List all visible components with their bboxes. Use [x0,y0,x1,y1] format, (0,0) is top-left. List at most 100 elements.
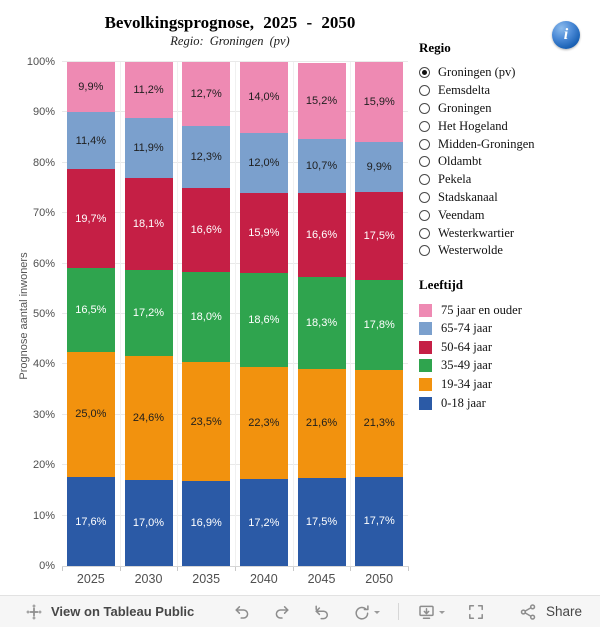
redo-button[interactable] [273,603,291,621]
bar-segment[interactable]: 24,6% [124,356,173,481]
bar-value-label: 17,6% [75,515,107,528]
bar-value-label: 9,9% [366,160,392,173]
bar-segment[interactable]: 15,9% [355,62,404,143]
y-tick-label: 100% [26,56,55,68]
legend-title: Leeftijd [419,276,464,292]
bar-segment[interactable]: 12,3% [182,126,231,189]
radio-option[interactable]: Het Hogeland [419,117,597,135]
bar-value-label: 24,6% [132,412,165,425]
info-button[interactable]: i [552,21,580,49]
bar-segment[interactable]: 21,6% [297,368,346,478]
bar-segment[interactable]: 9,9% [66,62,115,112]
radio-option[interactable]: Oldambt [419,153,597,171]
axis-tick [177,567,179,571]
bar-segment[interactable]: 17,5% [355,191,404,280]
bar-2025: 17,6% 25,0% 16,5% 19,7% 11,4% 9,9% [66,62,115,566]
radio-option-label: Westerwolde [438,243,503,258]
download-button[interactable] [417,603,446,621]
fullscreen-button[interactable] [467,603,485,621]
bar-segment[interactable]: 23,5% [182,362,231,481]
radio-option[interactable]: Pekela [419,171,597,189]
radio-option[interactable]: Midden-Groningen [419,135,597,153]
bar-segment[interactable]: 16,6% [297,193,346,277]
bar-segment[interactable]: 16,5% [66,268,115,352]
bar-segment[interactable]: 18,3% [297,276,346,369]
bar-value-label: 12,7% [190,88,222,101]
revert-button[interactable] [313,603,331,621]
bar-segment[interactable]: 19,7% [66,169,115,269]
bar-segment[interactable]: 17,5% [297,477,346,566]
bar-value-label: 21,6% [305,417,338,430]
x-axis-label: 2025 [76,572,105,586]
legend-item-label: 35-49 jaar [441,358,493,373]
radio-option[interactable]: Westerwolde [419,242,597,260]
legend-item[interactable]: 35-49 jaar [419,357,597,376]
bar-segment[interactable]: 16,9% [182,480,231,566]
bar-segment[interactable]: 18,1% [124,178,173,270]
tableau-logo-icon[interactable] [26,603,42,620]
legend-item[interactable]: 65-74 jaar [419,319,597,338]
legend-item[interactable]: 19-34 jaar [419,375,597,394]
x-axis-label: 2030 [134,572,163,586]
bar-value-label: 14,0% [248,91,280,104]
legend-swatch [419,303,432,317]
gridline-vertical [119,62,121,566]
legend-item[interactable]: 0-18 jaar [419,394,597,413]
gridline-vertical [177,62,179,566]
bar-segment[interactable]: 15,9% [239,193,288,274]
radio-option-label: Eemsdelta [438,83,491,98]
bar-segment[interactable]: 12,7% [182,62,231,127]
legend-swatch [419,377,432,391]
bar-value-label: 16,9% [190,517,222,530]
y-axis: 0% 10% 20% 30% 40% 50% 60% 70% 80% 90% 100% [0,56,55,572]
bar-segment[interactable]: 14,0% [239,62,288,133]
bar-segment[interactable]: 25,0% [66,351,115,478]
radio-option[interactable]: Groningen (pv) [419,64,597,82]
bar-segment[interactable]: 15,2% [297,62,346,140]
y-tick-label: 90% [32,106,55,119]
undo-button[interactable] [233,603,251,621]
view-on-tableau-public-link[interactable]: View on Tableau Public [51,604,195,619]
bar-segment[interactable]: 16,6% [182,188,231,272]
refresh-button[interactable] [353,603,381,621]
radio-option[interactable]: Westerkwartier [419,224,597,242]
legend-item-label: 19-34 jaar [441,376,493,391]
bar-segment[interactable]: 9,9% [355,142,404,192]
bar-segment[interactable]: 17,7% [355,476,404,566]
radio-option[interactable]: Groningen [419,100,597,118]
bar-segment[interactable]: 17,2% [124,269,173,357]
undo-icon [235,605,249,619]
bar-segment[interactable]: 12,0% [239,132,288,194]
bar-segment[interactable]: 18,0% [182,271,231,363]
bar-segment[interactable]: 17,8% [355,280,404,370]
radio-icon [419,227,430,239]
y-tick-label: 50% [32,308,55,320]
bar-segment[interactable]: 11,9% [124,118,173,179]
y-tick-label: 60% [32,257,55,270]
bar-segment[interactable]: 21,3% [355,369,404,477]
bar-segment[interactable]: 17,6% [66,477,115,566]
legend-item[interactable]: 50-64 jaar [419,338,597,357]
bar-segment[interactable]: 22,3% [239,366,288,480]
legend-swatch [419,359,432,373]
share-button[interactable]: Share [519,603,582,621]
radio-option[interactable]: Eemsdelta [419,82,597,100]
bar-segment[interactable]: 11,4% [66,111,115,170]
bar-segment[interactable]: 17,0% [124,480,173,566]
legend-swatch [419,340,432,354]
bar-value-label: 17,7% [363,515,395,528]
y-tick-label: 30% [32,408,55,421]
legend-item-label: 0-18 jaar [441,395,486,410]
radio-option-label: Veendam [438,207,485,222]
radio-option[interactable]: Veendam [419,206,597,224]
bar-value-label: 11,4% [75,134,107,147]
bar-segment[interactable]: 18,6% [239,273,288,367]
download-icon [419,605,435,619]
radio-option-label: Het Hogeland [438,118,508,133]
radio-option[interactable]: Stadskanaal [419,189,597,207]
legend-item[interactable]: 75 jaar en ouder [419,301,597,320]
bar-segment[interactable]: 10,7% [297,139,346,194]
bar-value-label: 18,0% [190,311,222,324]
bar-segment[interactable]: 17,2% [239,479,288,566]
bar-segment[interactable]: 11,2% [124,62,173,119]
